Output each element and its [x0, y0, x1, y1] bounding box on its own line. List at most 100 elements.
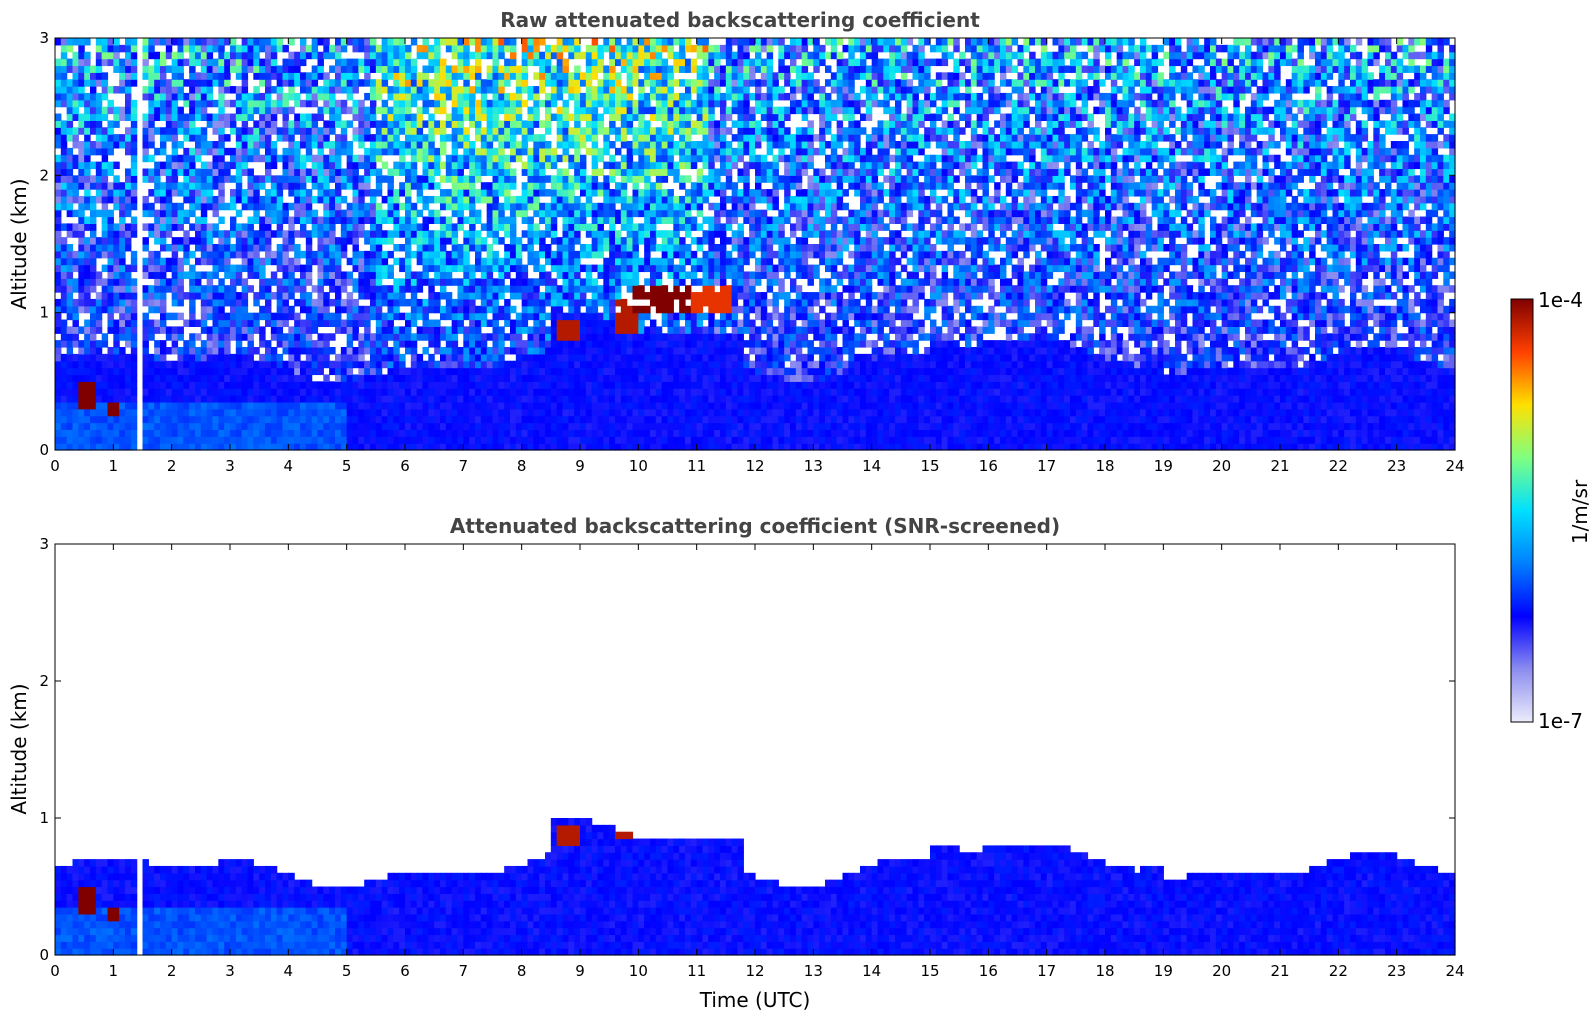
heatmap-cell — [504, 106, 511, 115]
heatmap-cell — [475, 305, 482, 314]
heatmap-cell — [562, 175, 569, 183]
heatmap-cell — [580, 367, 587, 376]
heatmap-cell — [387, 305, 394, 314]
heatmap-cell — [183, 79, 190, 87]
heatmap-cell — [119, 292, 126, 300]
heatmap-cell — [504, 298, 511, 307]
heatmap-cell — [422, 326, 429, 334]
heatmap-cell — [399, 395, 406, 403]
heatmap-cell — [609, 38, 616, 46]
heatmap-cell — [539, 58, 546, 67]
heatmap-cell — [510, 367, 517, 376]
heatmap-cell — [422, 381, 429, 389]
heatmap-cell — [165, 374, 173, 382]
heatmap-cell — [410, 381, 418, 389]
heatmap-cell — [276, 326, 284, 334]
heatmap-cell — [597, 367, 604, 376]
heatmap-cell — [160, 381, 167, 389]
heatmap-cell — [416, 250, 424, 259]
heatmap-cell — [428, 147, 435, 156]
heatmap-cell — [480, 381, 488, 389]
heatmap-cell — [445, 168, 453, 176]
heatmap-cell — [434, 161, 441, 170]
heatmap-cell — [148, 51, 155, 60]
heatmap-cell — [457, 161, 464, 170]
heatmap-cell — [60, 395, 68, 403]
heatmap-cell — [160, 86, 167, 94]
heatmap-cell — [440, 99, 447, 108]
heatmap-cell — [107, 381, 114, 389]
heatmap-cell — [323, 230, 330, 238]
heatmap-cell — [469, 305, 476, 314]
heatmap-cell — [463, 72, 470, 80]
heatmap-cell — [486, 189, 494, 197]
heatmap-cell — [457, 195, 464, 204]
heatmap-cell — [84, 79, 91, 87]
heatmap-cell — [568, 189, 575, 197]
heatmap-cell — [183, 209, 190, 218]
heatmap-cell — [311, 209, 319, 218]
heatmap-cell — [428, 415, 435, 424]
heatmap-cell — [399, 182, 406, 190]
heatmap-cell — [84, 202, 91, 211]
heatmap-cell — [405, 257, 412, 266]
heatmap-cell — [440, 189, 447, 197]
heatmap-cell — [434, 436, 441, 444]
heatmap-cell — [329, 230, 336, 238]
heatmap-cell — [498, 408, 505, 417]
heatmap-cell — [533, 415, 540, 424]
heatmap-cell — [609, 443, 616, 451]
heatmap-cell — [521, 134, 529, 142]
heatmap-cell — [539, 395, 546, 403]
heatmap-cell — [352, 408, 359, 417]
heatmap-cell — [183, 388, 190, 396]
heatmap-cell — [352, 195, 359, 204]
heatmap-cell — [381, 319, 389, 327]
heatmap-cell — [241, 154, 249, 163]
heatmap-cell — [556, 381, 564, 389]
heatmap-cell — [235, 347, 243, 355]
heatmap-cell — [521, 388, 529, 396]
heatmap-cell — [469, 292, 476, 300]
heatmap-cell — [580, 113, 587, 121]
heatmap-cell — [270, 250, 278, 259]
heatmap-cell — [113, 202, 120, 211]
heatmap-cell — [241, 134, 249, 142]
heatmap-cell — [288, 161, 295, 170]
heatmap-cell — [200, 401, 208, 410]
heatmap-cell — [195, 195, 202, 204]
heatmap-cell — [504, 244, 511, 252]
heatmap-cell — [463, 298, 470, 307]
heatmap-cell — [189, 99, 196, 108]
heatmap-cell — [393, 347, 400, 355]
heatmap-cell — [358, 38, 365, 46]
heatmap-cell — [270, 106, 278, 115]
heatmap-cell — [510, 182, 517, 190]
heatmap-cell — [113, 278, 120, 286]
heatmap-cell — [527, 134, 534, 142]
heatmap-cell — [107, 285, 114, 293]
heatmap-cell — [562, 415, 569, 424]
heatmap-cell — [130, 51, 138, 60]
heatmap-cell — [253, 415, 260, 424]
heatmap-cell — [399, 86, 406, 94]
heatmap-cell — [300, 326, 307, 334]
heatmap-cell — [241, 264, 249, 273]
heatmap-cell — [556, 319, 564, 327]
heatmap-cell — [603, 216, 610, 224]
heatmap-cell — [550, 443, 558, 451]
heatmap-cell — [615, 401, 622, 410]
heatmap-cell — [189, 38, 196, 46]
heatmap-cell — [370, 415, 377, 424]
heatmap-cell — [55, 278, 62, 286]
heatmap-cell — [393, 278, 400, 286]
heatmap-cell — [253, 189, 260, 197]
heatmap-cell — [276, 408, 284, 417]
heatmap-cell — [60, 195, 68, 204]
heatmap-cell — [358, 209, 365, 218]
heatmap-cell — [527, 189, 534, 197]
heatmap-cell — [550, 250, 558, 259]
heatmap-cell — [247, 113, 254, 121]
heatmap-cell — [445, 44, 453, 53]
heatmap-cell — [107, 429, 114, 437]
